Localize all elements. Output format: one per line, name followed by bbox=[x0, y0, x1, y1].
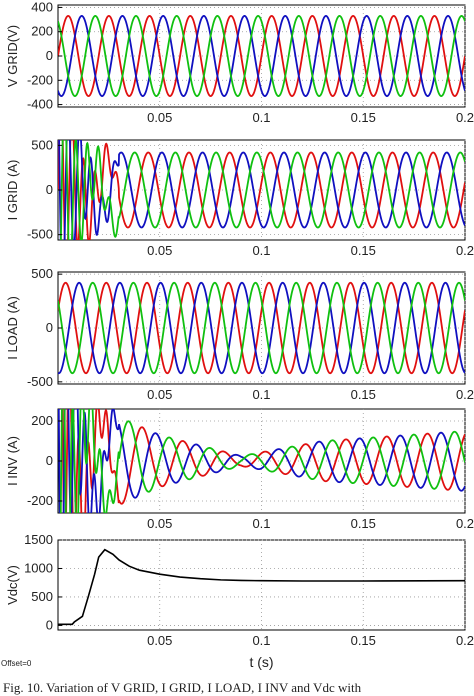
y-axis-label: V GRID(V) bbox=[5, 25, 20, 87]
y-tick-label: 500 bbox=[31, 137, 53, 152]
chart-panel-5: 1500 1000 500 0 0.05 0.1 0.15 0.2 Vdc(V) t (s) bbox=[5, 532, 474, 670]
x-tick-label: 0.15 bbox=[351, 243, 376, 258]
y-tick-label: -400 bbox=[27, 97, 53, 112]
series-line-1 bbox=[58, 409, 465, 513]
x-axis-label: t (s) bbox=[249, 654, 273, 670]
series-group bbox=[58, 281, 465, 375]
offset-label: Offset=0 bbox=[1, 659, 32, 668]
series-group bbox=[58, 15, 465, 97]
series-line-1 bbox=[58, 15, 465, 97]
y-tick-label: 1500 bbox=[24, 532, 53, 547]
series-group bbox=[58, 409, 465, 513]
x-tick-label: 0.1 bbox=[252, 633, 270, 648]
series-line-3 bbox=[58, 15, 465, 97]
y-axis-label: Vdc(V) bbox=[5, 565, 20, 605]
x-tick-label: 0.1 bbox=[252, 110, 270, 125]
y-tick-label: 0 bbox=[46, 48, 53, 63]
x-tick-label: 0.2 bbox=[456, 110, 474, 125]
y-tick-label: 0 bbox=[46, 617, 53, 632]
series-line-3 bbox=[59, 409, 465, 513]
y-axis-label: I LOAD (A) bbox=[5, 296, 20, 360]
y-tick-label: -500 bbox=[27, 227, 53, 242]
series-line-2 bbox=[58, 409, 465, 513]
series-line-3 bbox=[59, 140, 465, 240]
chart-panel-4: 200 0 -200 0.05 0.1 0.15 0.2 I INV (A) bbox=[5, 408, 474, 531]
x-tick-label: 0.1 bbox=[252, 516, 270, 531]
y-tick-label: 0 bbox=[46, 182, 53, 197]
x-tick-label: 0.2 bbox=[456, 633, 474, 648]
y-tick-label: 500 bbox=[31, 266, 53, 281]
chart-panel-1: 400 200 0 -200 -400 0.05 0.1 0.15 0.2 V GRID(V) bbox=[5, 0, 474, 125]
y-tick-label: 500 bbox=[31, 589, 53, 604]
series-line-2 bbox=[58, 15, 465, 97]
y-tick-label: -500 bbox=[27, 374, 53, 389]
x-tick-label: 0.05 bbox=[147, 243, 172, 258]
series-group bbox=[58, 548, 465, 626]
chart-panel-2: 500 0 -500 0.05 0.1 0.15 0.2 I GRID (A) bbox=[5, 137, 474, 258]
y-tick-label: 0 bbox=[46, 453, 53, 468]
y-tick-label: 400 bbox=[31, 0, 53, 14]
x-tick-label: 0.05 bbox=[147, 110, 172, 125]
x-tick-label: 0.15 bbox=[351, 633, 376, 648]
y-tick-label: -200 bbox=[27, 493, 53, 508]
series-line-1 bbox=[58, 281, 465, 375]
x-tick-label: 0.2 bbox=[456, 243, 474, 258]
x-tick-label: 0.05 bbox=[147, 633, 172, 648]
series-line-2 bbox=[58, 140, 465, 240]
y-tick-label: -200 bbox=[27, 72, 53, 87]
y-tick-label: 200 bbox=[31, 413, 53, 428]
x-tick-label: 0.05 bbox=[147, 516, 172, 531]
series-line-vdc bbox=[58, 548, 465, 626]
y-axis-label: I GRID (A) bbox=[5, 160, 20, 221]
y-tick-label: 200 bbox=[31, 24, 53, 39]
y-axis-label: I INV (A) bbox=[5, 436, 20, 486]
y-tick-label: 1000 bbox=[24, 560, 53, 575]
figure-caption: Fig. 10. Variation of V GRID, I GRID, I … bbox=[3, 680, 362, 695]
x-tick-label: 0.15 bbox=[351, 387, 376, 402]
chart-panel-3: 500 0 -500 0.05 0.1 0.15 0.2 I LOAD (A) bbox=[5, 266, 474, 402]
x-tick-label: 0.1 bbox=[252, 243, 270, 258]
x-tick-label: 0.05 bbox=[147, 387, 172, 402]
series-line-1 bbox=[58, 140, 465, 240]
x-tick-label: 0.1 bbox=[252, 387, 270, 402]
x-tick-label: 0.2 bbox=[456, 516, 474, 531]
x-tick-label: 0.2 bbox=[456, 387, 474, 402]
series-group bbox=[58, 140, 465, 240]
x-tick-label: 0.15 bbox=[351, 110, 376, 125]
y-tick-label: 0 bbox=[46, 320, 53, 335]
x-tick-label: 0.15 bbox=[351, 516, 376, 531]
series-line-3 bbox=[58, 281, 465, 375]
series-line-2 bbox=[58, 281, 465, 375]
